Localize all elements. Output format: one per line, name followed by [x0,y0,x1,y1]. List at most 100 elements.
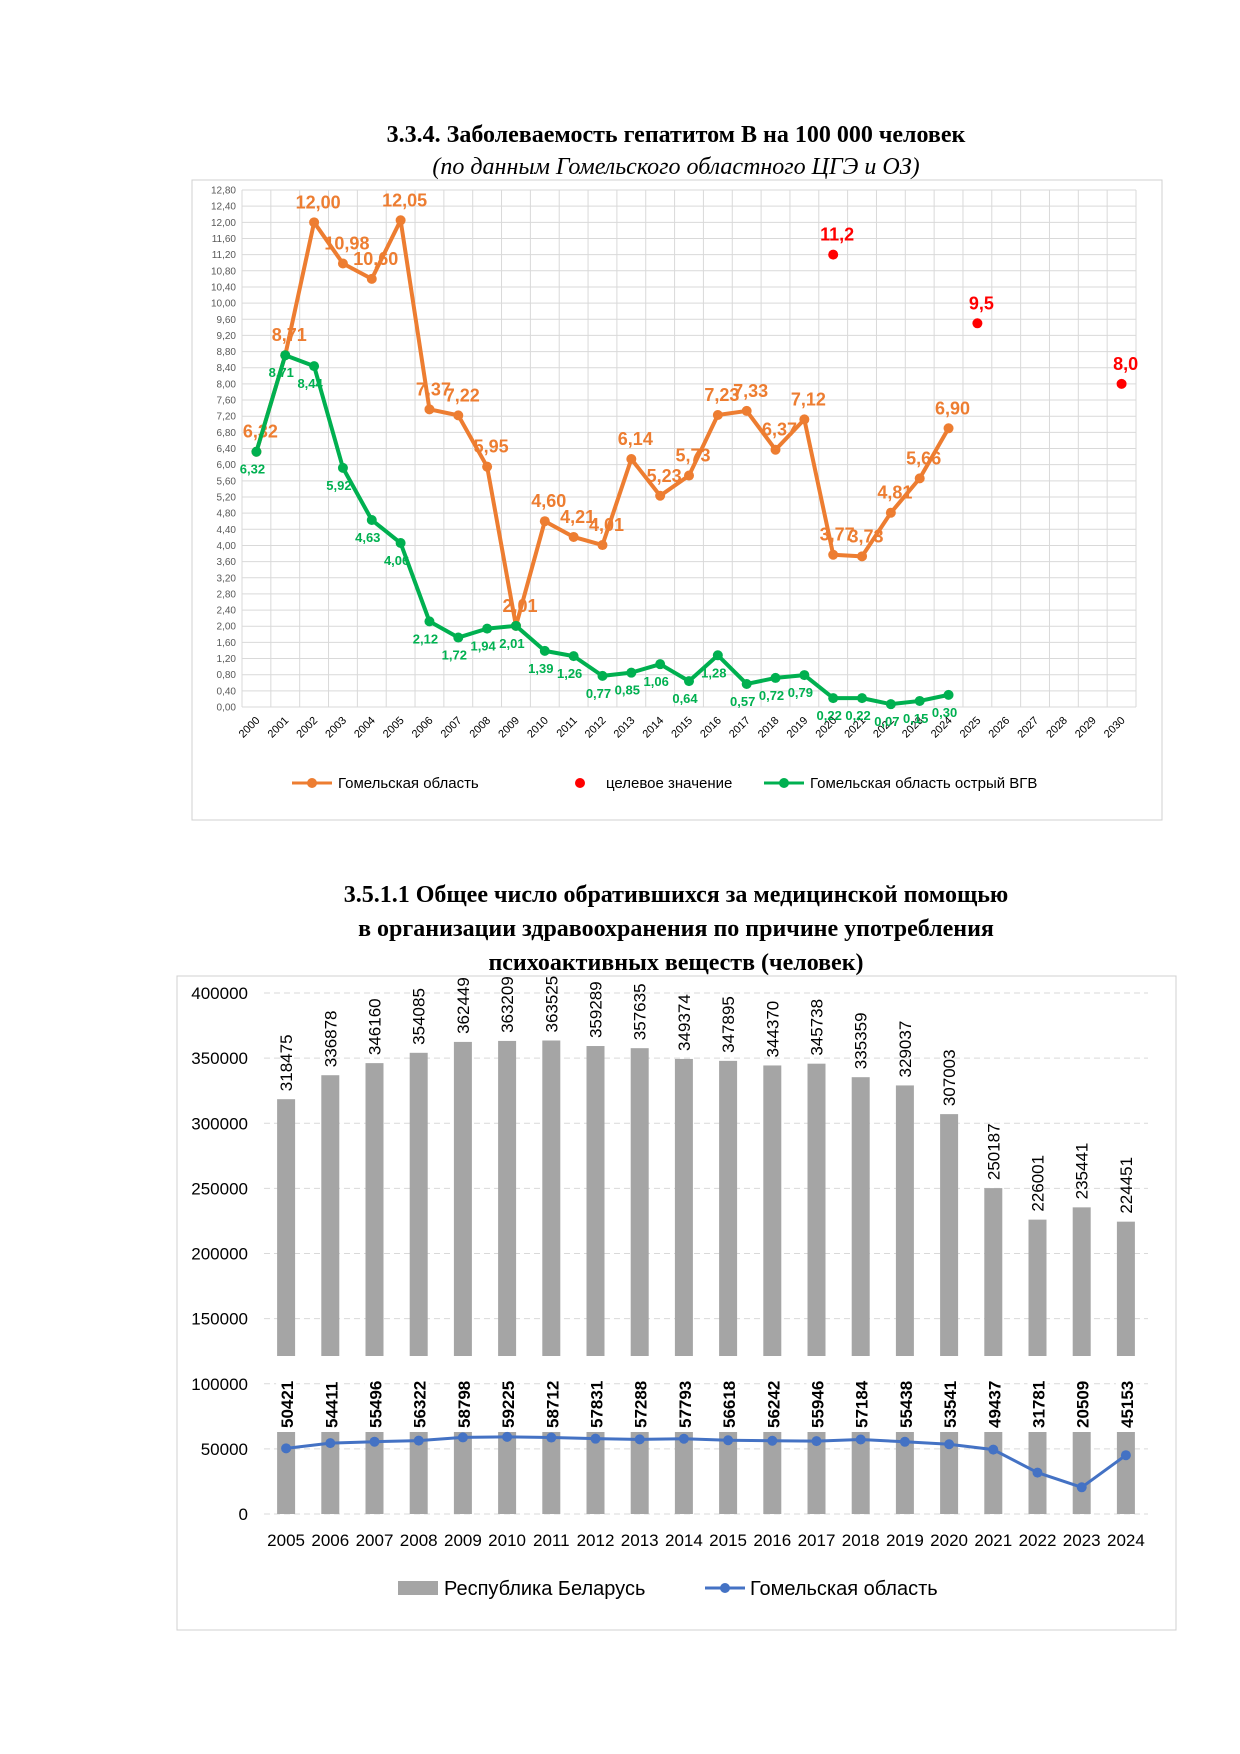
bar-value-label: 363525 [542,976,561,1033]
x-tick-label: 2019 [886,1531,924,1550]
x-tick-label: 2020 [930,1531,968,1550]
data-point [413,1435,424,1446]
data-point [857,551,868,562]
data-label: 3,77 [820,525,855,545]
data-label: 4,60 [531,491,566,511]
y-tick-label: 350000 [191,1049,248,1068]
data-point [741,405,752,416]
label-background [452,1356,473,1432]
data-label: 8,0 [1113,354,1138,374]
data-point [1032,1467,1043,1478]
data-point [770,444,781,455]
chart-subtitle: (по данным Гомельского областного ЦГЭ и … [432,154,919,180]
data-point [678,1433,689,1444]
chart-frame [176,975,1177,1631]
x-tick-label: 2004 [352,715,378,741]
data-label: 4,01 [589,515,624,535]
y-tick-label: 0,80 [217,670,237,681]
line-value-label: 59225 [499,1381,518,1428]
legend-marker [720,1583,730,1593]
y-tick-label: 7,60 [217,396,237,407]
data-point [395,538,406,549]
data-label: 4,21 [560,507,595,527]
x-tick-label: 2023 [1063,1531,1101,1550]
data-point [799,414,810,425]
y-tick-label: 1,60 [217,638,237,649]
x-tick-label: 2009 [444,1531,482,1550]
data-point [855,1434,866,1445]
label-background [497,1356,518,1432]
x-tick-label: 2018 [756,715,782,741]
legend-label: Республика Беларусь [444,1578,645,1600]
data-label: 0,57 [730,694,755,709]
data-point [684,676,694,687]
y-tick-label: 6,40 [217,444,237,455]
bar [453,1041,472,1514]
data-point [944,1439,955,1450]
data-label: 7,37 [416,379,451,399]
x-tick-label: 2008 [467,715,493,741]
y-tick-label: 10,40 [211,282,236,293]
line-value-label: 55946 [809,1381,828,1428]
line-value-label: 58798 [455,1381,474,1428]
data-point [502,1431,513,1442]
data-point [395,215,406,226]
label-background [364,1356,385,1432]
line-value-label: 50421 [278,1381,297,1428]
legend-swatch [398,1581,438,1595]
x-tick-label: 2012 [577,1531,615,1550]
y-tick-label: 2,80 [217,589,237,600]
series-line [285,1435,1127,1489]
y-tick-label: 10,00 [211,299,236,310]
data-label: 10,98 [324,234,369,254]
legend-marker [307,778,317,788]
data-label: 10,60 [353,249,398,269]
data-point [251,446,262,457]
x-tick-label: 2007 [356,1531,394,1550]
y-tick-label: 4,40 [217,525,237,536]
data-point [767,1435,778,1446]
bar [498,1040,517,1514]
data-label: 4,63 [355,530,380,545]
data-point [482,461,493,472]
line-value-label: 56242 [764,1381,783,1428]
y-tick-label: 1,20 [217,654,237,665]
data-point [453,410,464,421]
y-tick-label: 5,20 [217,492,237,503]
x-tick-label: 2005 [381,715,407,741]
data-point [510,620,521,631]
data-label: 1,72 [442,648,467,663]
bar [895,1085,914,1514]
data-point [568,531,579,542]
data-label: 7,33 [733,381,768,401]
data-point [857,693,868,704]
label-background [1071,1356,1092,1432]
bar [586,1046,605,1514]
legend-label: Гомельская область [750,1578,938,1600]
data-point [369,1436,380,1447]
bar-value-label: 335359 [852,1012,871,1069]
data-label: 8,71 [269,365,294,380]
y-tick-label: 400000 [191,984,248,1003]
data-label: 12,05 [382,190,427,210]
data-label: 5,95 [474,437,509,457]
data-label: 7,23 [704,385,739,405]
bar [851,1077,870,1514]
bar-value-label: 318475 [277,1034,296,1091]
y-tick-label: 2,40 [217,606,237,617]
data-point [914,695,925,706]
data-label: 1,28 [701,665,726,680]
data-point [546,1432,557,1443]
data-point [309,361,320,372]
line-value-label: 56618 [720,1381,739,1428]
data-label: 7,22 [445,385,480,405]
line-value-label: 31781 [1030,1381,1049,1428]
data-label: 0,64 [672,691,698,706]
data-point [309,217,320,228]
data-label: 0,72 [759,688,784,703]
data-point [1116,378,1127,389]
data-label: 4,81 [877,483,912,503]
data-point [770,672,781,683]
line-value-label: 45153 [1118,1381,1137,1428]
